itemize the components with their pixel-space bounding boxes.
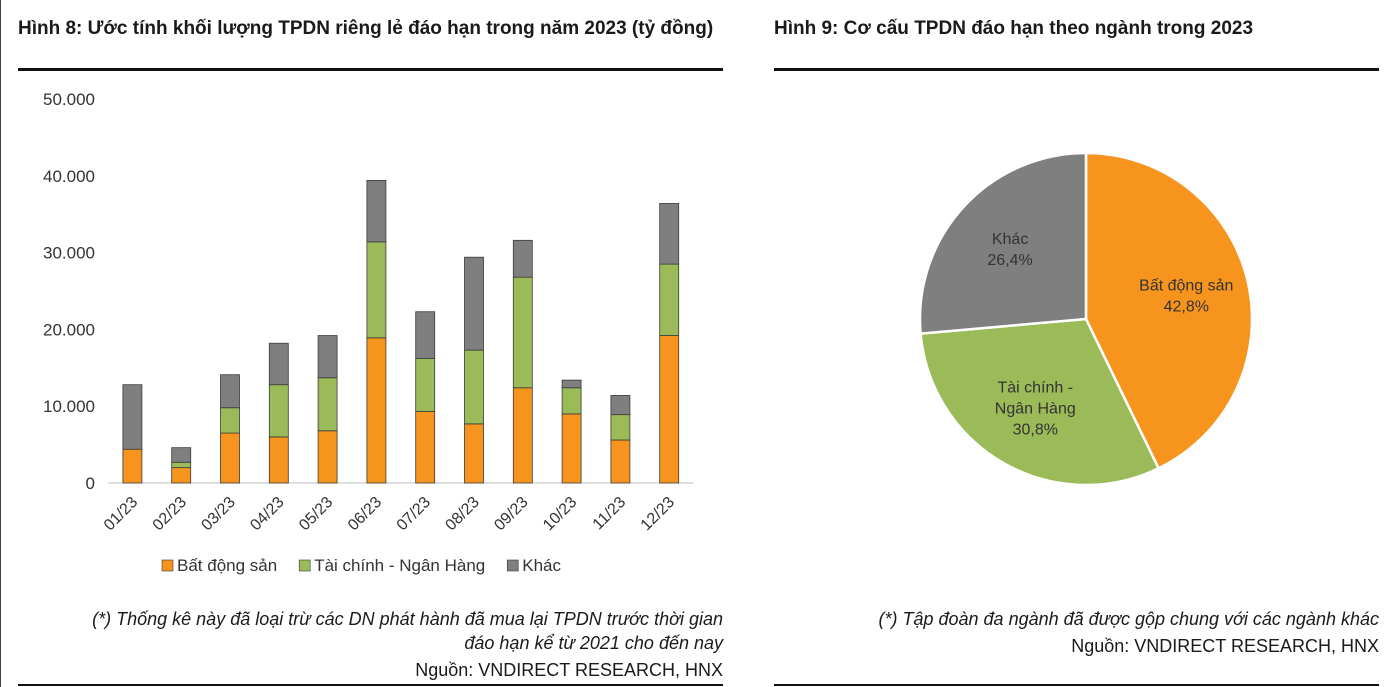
y-tick-label: 40.000 — [43, 167, 95, 186]
bar-segment-tai-chinh-ngan-hang — [659, 263, 680, 336]
legend-swatch — [161, 559, 174, 572]
figure-8-source: Nguồn: VNDIRECT RESEARCH, HNX — [415, 660, 723, 680]
x-tick-label: 11/23 — [590, 494, 630, 534]
bar-segment-bat-dong-san — [317, 430, 338, 484]
x-tick-label: 06/23 — [345, 494, 385, 534]
bar-segment-tai-chinh-ngan-hang — [220, 407, 240, 434]
bar-segment-bat-dong-san — [415, 411, 436, 484]
legend-label: Khác — [522, 556, 561, 575]
figure-9-note: (*) Tập đoàn đa ngành đã được gộp chung … — [878, 609, 1379, 629]
figure-8-panel: Hình 8: Ước tính khối lượng TPDN riêng l… — [18, 18, 723, 686]
bar-segment-bat-dong-san — [464, 423, 484, 484]
bar-segment-bat-dong-san — [268, 436, 289, 484]
bar-segment-tai-chinh-ngan-hang — [317, 377, 338, 432]
pie-label: Tài chính - — [997, 380, 1073, 397]
figure-8-note: (*) Thống kê này đã loại trừ các DN phát… — [18, 607, 723, 655]
figure-8-note-line1: (*) Thống kê này đã loại trừ các DN phát… — [92, 609, 723, 629]
bar-segment-tai-chinh-ngan-hang — [415, 358, 436, 412]
bar-segment-tai-chinh-ngan-hang — [268, 384, 289, 438]
bar-segment-khac — [171, 447, 192, 463]
bar-segment-tai-chinh-ngan-hang — [610, 414, 631, 441]
x-tick-label: 07/23 — [394, 494, 434, 534]
y-tick-label: 50.000 — [43, 90, 95, 109]
bar-segment-khac — [366, 180, 387, 243]
bar-segment-tai-chinh-ngan-hang — [366, 241, 387, 339]
pie-label: 30,8% — [1013, 422, 1058, 439]
figure-9-title: Hình 9: Cơ cấu TPDN đáo hạn theo ngành t… — [774, 18, 1254, 39]
pie-label: 42,8% — [1164, 298, 1209, 315]
pie-slice-khac — [918, 151, 1088, 335]
figure-8-note-line2: đáo hạn kể từ 2021 cho đến nay — [464, 633, 723, 653]
pie-chart: Bất động sản 42,8% Tài chính - Ngân Hàng 30,… — [918, 151, 1254, 487]
bar-segment-khac — [317, 335, 338, 379]
bar-segment-khac — [512, 239, 533, 278]
x-tick-label: 04/23 — [247, 494, 287, 534]
bar-segment-khac — [268, 342, 289, 386]
bar-segment-tai-chinh-ngan-hang — [171, 461, 192, 469]
pie-slice-tai-chinh-ngan-hang — [919, 317, 1161, 487]
figure-8-bottom-rule — [18, 684, 723, 686]
legend-label: Bất động sản — [177, 556, 277, 575]
legend-label: Tài chính - Ngân Hàng — [314, 556, 485, 575]
pie-slice-bat-dong-san — [1084, 151, 1254, 470]
x-tick-label: 09/23 — [491, 494, 531, 534]
bar-segment-khac — [610, 395, 631, 416]
figure-8-top-rule — [18, 68, 723, 71]
figure-9-source: Nguồn: VNDIRECT RESEARCH, HNX — [1071, 636, 1379, 656]
bar-segment-khac — [415, 311, 436, 359]
bar-segment-bat-dong-san — [512, 387, 533, 484]
page-left-border — [0, 0, 1, 687]
bar-segment-bat-dong-san — [220, 432, 240, 484]
bar-segment-tai-chinh-ngan-hang — [464, 349, 484, 425]
bar-segment-tai-chinh-ngan-hang — [561, 387, 582, 415]
x-tick-label: 03/23 — [198, 494, 238, 534]
bar-segment-khac — [220, 374, 240, 409]
bar-segment-bat-dong-san — [171, 467, 192, 484]
y-tick-label: 20.000 — [43, 320, 95, 339]
figure-9-bottom-rule — [774, 684, 1379, 686]
bar-segment-bat-dong-san — [366, 337, 387, 484]
y-tick-label: 10.000 — [43, 397, 95, 416]
bar-segment-bat-dong-san — [610, 439, 631, 484]
x-tick-label: 05/23 — [296, 494, 336, 534]
x-tick-label: 12/23 — [638, 494, 678, 534]
bar-segment-bat-dong-san — [659, 335, 680, 484]
bar-segment-khac — [122, 384, 143, 450]
pie-label: Khác — [992, 231, 1028, 248]
figure-9-top-rule — [774, 68, 1379, 71]
figure-9-panel: Hình 9: Cơ cấu TPDN đáo hạn theo ngành t… — [760, 0, 1390, 687]
y-tick-label: 0 — [86, 474, 95, 493]
legend-swatch — [298, 559, 311, 572]
stacked-bar-chart: 0 10.000 20.000 30.000 40.000 50.000 01/23 02/2… — [43, 90, 694, 575]
pie-label: 26,4% — [987, 252, 1032, 269]
y-tick-label: 30.000 — [43, 244, 95, 263]
bar-segment-khac — [659, 203, 680, 265]
bar-segment-bat-dong-san — [122, 448, 143, 484]
bar-segment-khac — [464, 256, 484, 351]
pie-label: Bất động sản — [1139, 277, 1233, 294]
x-tick-label: 01/23 — [101, 494, 141, 534]
legend-swatch — [506, 559, 519, 572]
x-tick-label: 10/23 — [540, 494, 580, 534]
pie-label: Ngân Hàng — [995, 401, 1076, 418]
bar-segment-khac — [561, 379, 582, 389]
x-tick-label: 02/23 — [150, 494, 190, 534]
x-tick-label: 08/23 — [442, 494, 482, 534]
figure-8-title: Hình 8: Ước tính khối lượng TPDN riêng l… — [18, 18, 714, 39]
bar-segment-tai-chinh-ngan-hang — [512, 276, 533, 389]
bar-segment-bat-dong-san — [561, 413, 582, 484]
